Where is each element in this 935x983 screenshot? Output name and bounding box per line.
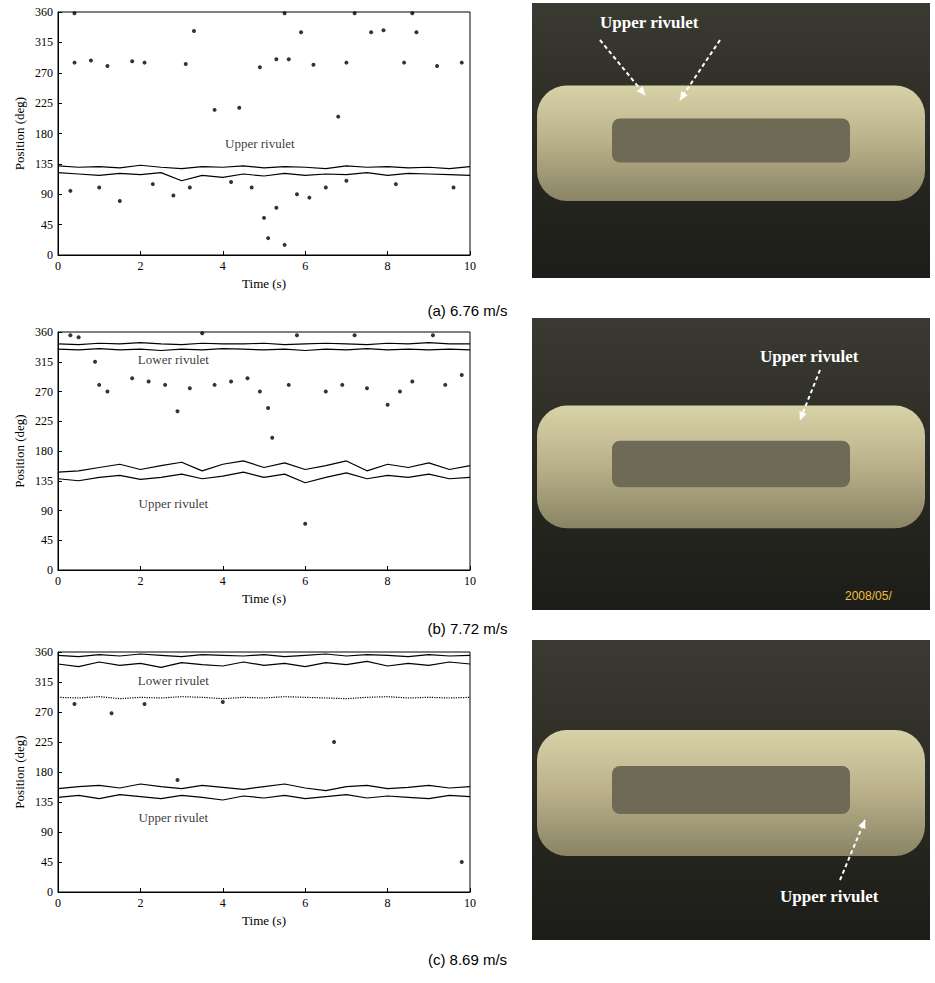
svg-text:360: 360 <box>35 645 53 659</box>
svg-text:4: 4 <box>220 574 226 588</box>
svg-text:45: 45 <box>41 218 53 232</box>
svg-text:180: 180 <box>35 444 53 458</box>
svg-text:Upper rivulet: Upper rivulet <box>760 347 859 366</box>
svg-text:225: 225 <box>35 735 53 749</box>
svg-text:Position (deg): Position (deg) <box>12 735 27 808</box>
svg-text:90: 90 <box>41 187 53 201</box>
svg-text:2: 2 <box>137 259 143 273</box>
svg-text:270: 270 <box>35 66 53 80</box>
svg-text:8: 8 <box>385 574 391 588</box>
svg-text:10: 10 <box>464 574 476 588</box>
svg-text:225: 225 <box>35 96 53 110</box>
svg-text:6: 6 <box>302 259 308 273</box>
svg-text:2: 2 <box>137 574 143 588</box>
svg-text:90: 90 <box>41 504 53 518</box>
svg-text:180: 180 <box>35 127 53 141</box>
svg-text:Time (s): Time (s) <box>242 913 286 928</box>
svg-text:Upper rivulet: Upper rivulet <box>139 496 209 511</box>
svg-text:4: 4 <box>220 896 226 910</box>
svg-text:0: 0 <box>47 563 53 577</box>
svg-text:Position (deg): Position (deg) <box>12 414 27 487</box>
svg-text:8: 8 <box>385 896 391 910</box>
svg-text:Upper rivulet: Upper rivulet <box>225 136 295 151</box>
svg-text:10: 10 <box>464 896 476 910</box>
svg-text:0: 0 <box>55 896 61 910</box>
svg-text:2008/05/: 2008/05/ <box>845 589 892 603</box>
svg-text:0: 0 <box>47 248 53 262</box>
svg-text:0: 0 <box>47 885 53 899</box>
svg-text:(c) 8.69 m/s: (c) 8.69 m/s <box>428 951 507 968</box>
svg-text:6: 6 <box>302 896 308 910</box>
svg-text:Time (s): Time (s) <box>242 591 286 606</box>
svg-text:(b) 7.72 m/s: (b) 7.72 m/s <box>427 620 507 637</box>
svg-text:Upper rivulet: Upper rivulet <box>780 887 879 906</box>
svg-text:45: 45 <box>41 533 53 547</box>
svg-text:0: 0 <box>55 574 61 588</box>
svg-text:(a) 6.76 m/s: (a) 6.76 m/s <box>427 302 507 319</box>
svg-text:4: 4 <box>220 259 226 273</box>
svg-text:Upper rivulet: Upper rivulet <box>139 810 209 825</box>
svg-text:360: 360 <box>35 325 53 339</box>
svg-text:315: 315 <box>35 675 53 689</box>
svg-text:270: 270 <box>35 705 53 719</box>
svg-text:10: 10 <box>464 259 476 273</box>
svg-text:135: 135 <box>35 795 53 809</box>
svg-text:Lower rivulet: Lower rivulet <box>138 673 210 688</box>
svg-text:315: 315 <box>35 35 53 49</box>
svg-text:Position (deg): Position (deg) <box>12 97 27 170</box>
svg-text:8: 8 <box>385 259 391 273</box>
svg-text:270: 270 <box>35 385 53 399</box>
svg-text:135: 135 <box>35 157 53 171</box>
svg-text:0: 0 <box>55 259 61 273</box>
svg-text:45: 45 <box>41 855 53 869</box>
svg-text:Time (s): Time (s) <box>242 276 286 291</box>
svg-text:90: 90 <box>41 825 53 839</box>
svg-text:6: 6 <box>302 574 308 588</box>
svg-text:2: 2 <box>137 896 143 910</box>
svg-text:360: 360 <box>35 5 53 19</box>
svg-text:Upper rivulet: Upper rivulet <box>600 13 699 32</box>
svg-text:315: 315 <box>35 355 53 369</box>
svg-text:180: 180 <box>35 765 53 779</box>
svg-text:Lower rivulet: Lower rivulet <box>138 352 210 367</box>
svg-text:135: 135 <box>35 474 53 488</box>
svg-text:225: 225 <box>35 414 53 428</box>
